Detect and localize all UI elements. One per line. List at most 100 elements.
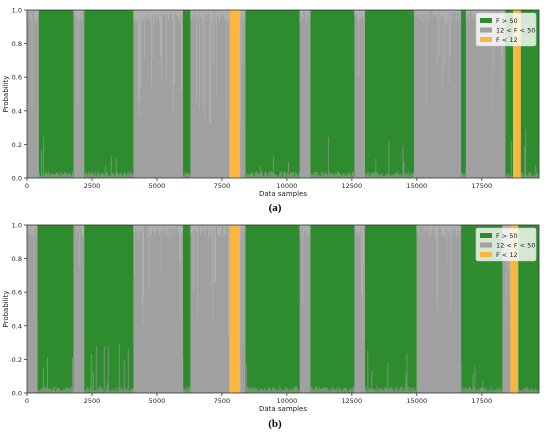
chart-a-ytick-label-4: 0.8 <box>12 40 22 48</box>
chart-b-segment-11-fill <box>310 225 355 393</box>
chart-a-x-axis-label: Data samples <box>259 190 307 198</box>
chart-b-segment-3 <box>83 225 134 393</box>
chart-a-segment-12-fill <box>354 10 365 178</box>
chart-b-segment-8 <box>239 225 246 393</box>
chart-a-ytick-label-0: 0.0 <box>12 175 22 183</box>
chart-b-segment-10 <box>299 225 311 393</box>
chart-a-segment-15 <box>460 10 467 178</box>
chart-a-segment-3-fill <box>84 10 134 178</box>
chart-a-segment-12 <box>354 10 365 178</box>
chart-a-segment-8-noise <box>239 10 246 123</box>
chart-a-axes-frame <box>26 9 540 179</box>
chart-b-segment-5 <box>182 225 191 393</box>
chart-a-xtick-label-6: 15000 <box>407 182 428 190</box>
chart-a-legend-label-0: F > 50 <box>496 17 518 25</box>
chart-a-legend-swatch-2 <box>480 37 492 42</box>
chart-a-legend-label-1: 12 < F < 50 <box>496 27 535 35</box>
chart-b-segment-18-fill <box>518 225 539 393</box>
chart-b-xtick-label-2: 5000 <box>149 397 166 405</box>
chart-b-y-axis-label: Probability <box>2 290 10 327</box>
chart-b-segment-13-fill <box>364 225 417 393</box>
chart-b-legend-label-2: F < 12 <box>496 251 518 259</box>
chart-a-segment-10 <box>299 10 311 178</box>
chart-b-axes-frame <box>26 224 540 394</box>
chart-b-ytick-label-5: 1.0 <box>12 222 22 230</box>
chart-a-segment-6-fill <box>190 10 230 178</box>
chart-b-x-axis-label: Data samples <box>259 405 307 413</box>
chart-b-plot-area <box>26 225 539 393</box>
chart-b-segment-4 <box>133 225 183 393</box>
chart-b-segment-9-fill <box>245 225 300 393</box>
chart-a-ytick-label-5: 1.0 <box>12 7 22 15</box>
chart-a-segment-12-noise <box>354 10 365 76</box>
chart-b-ytick-label-4: 0.8 <box>12 255 22 263</box>
chart-a-y-axis-label: Probability <box>2 75 10 112</box>
chart-a-segment-1-noise <box>38 136 75 178</box>
chart-a-segment-19-noise <box>520 129 540 178</box>
chart-b-segment-18-noise <box>517 386 539 393</box>
chart-b-xtick-label-5: 12500 <box>342 397 363 405</box>
chart-b-segment-1-fill <box>37 225 74 393</box>
chart-b-segment-13-noise <box>364 350 417 393</box>
chart-b-xtick-label-0: 0 <box>25 397 29 405</box>
chart-b-ytick-label-1: 0.2 <box>12 356 22 364</box>
chart-b-segment-8-fill <box>240 225 246 393</box>
chart-a-legend-swatch-1 <box>480 27 492 33</box>
chart-a-xtick-label-1: 2500 <box>84 182 101 190</box>
chart-a-plot-area <box>26 10 540 178</box>
chart-b-segment-14-fill <box>416 225 462 393</box>
chart-b-segment-10-fill <box>299 225 311 393</box>
chart-a-segment-2 <box>73 10 85 178</box>
chart-a-segment-18-fill <box>513 10 521 178</box>
caption-a-text: (a) <box>268 202 282 214</box>
chart-a-segment-9 <box>244 10 300 178</box>
chart-b-legend-swatch-1 <box>480 242 492 248</box>
chart-b-xtick-label-6: 15000 <box>407 397 428 405</box>
chart-a-segment-4 <box>133 10 183 178</box>
chart-a-segment-9-fill <box>245 10 300 178</box>
chart-b-xtick-label-7: 17500 <box>471 397 492 405</box>
chart-b-segment-13 <box>364 225 417 393</box>
chart-b-segment-7-fill <box>229 225 241 393</box>
chart-b-segment-2-noise <box>73 225 85 268</box>
chart-b-segment-5-noise <box>182 355 191 393</box>
chart-a-segment-10-fill <box>299 10 311 178</box>
caption-b: (b) <box>0 418 550 430</box>
chart-a-segment-5 <box>182 10 191 178</box>
chart-a-segment-14-fill <box>414 10 462 178</box>
chart-b-segment-11-noise <box>309 386 355 393</box>
chart-b-legend-swatch-2 <box>480 252 492 257</box>
chart-b-legend: F > 50 12 < F < 50F < 12 <box>475 227 537 262</box>
chart-b-legend-swatch-0 <box>480 233 492 238</box>
chart-a-segment-11-noise <box>309 137 355 178</box>
chart-b-segment-12-fill <box>354 225 365 393</box>
chart-a-segment-2-noise <box>73 10 85 106</box>
chart-b-segment-1 <box>37 225 74 393</box>
chart-a-segment-3-noise <box>83 155 134 178</box>
caption-a: (a) <box>0 202 550 214</box>
chart-b-segment-17-fill <box>510 225 519 393</box>
chart-a: 0.0 0.2 0.4 0.6 0.8 1.0 0 2500 5000 7500 10000 1250… <box>2 7 540 198</box>
chart-b-segment-9 <box>244 225 300 393</box>
chart-b-ytick-label-2: 0.4 <box>12 322 22 330</box>
chart-b-segment-15-noise <box>460 362 503 393</box>
chart-a-xtick-label-7: 17500 <box>471 182 492 190</box>
chart-b-segment-11 <box>309 225 355 393</box>
chart-a-legend-swatch-0 <box>480 18 492 23</box>
chart-a-segment-18 <box>513 10 521 178</box>
chart-a-ytick-label-2: 0.4 <box>12 107 22 115</box>
chart-a-segment-4-noise <box>133 10 183 117</box>
chart-a-xtick-label-5: 12500 <box>342 182 363 190</box>
chart-b-segment-14-noise <box>416 225 462 312</box>
chart-a-segment-6 <box>190 10 230 178</box>
chart-b-segment-0-fill <box>27 225 38 393</box>
chart-b-segment-0 <box>26 225 38 393</box>
chart-a-segment-13-fill <box>364 10 415 178</box>
chart-b-xtick-label-1: 2500 <box>84 397 101 405</box>
chart-b-segment-17 <box>510 225 519 393</box>
caption-b-text: (b) <box>268 418 282 430</box>
chart-a-xtick-label-2: 5000 <box>149 182 166 190</box>
chart-a-ytick-label-3: 0.6 <box>12 74 22 82</box>
chart-a-segment-7 <box>229 10 241 178</box>
chart-b-legend-label-0: F > 50 <box>496 232 518 240</box>
